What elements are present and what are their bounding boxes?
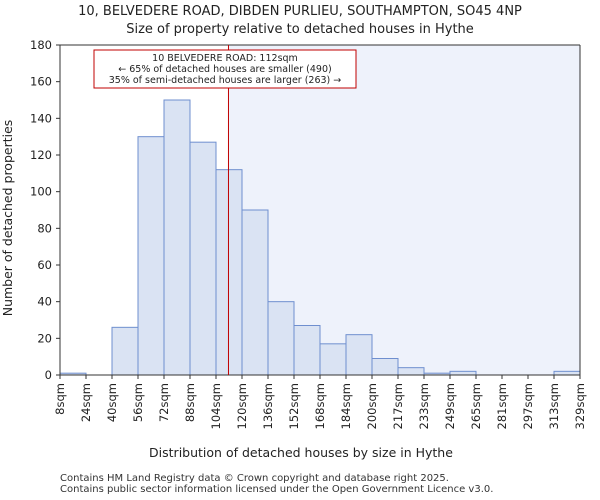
x-tick-label: 40sqm	[105, 383, 119, 422]
histogram-bar	[241, 209, 269, 376]
histogram-bar	[189, 141, 217, 376]
x-tick-label: 249sqm	[443, 383, 457, 429]
x-tick-label: 217sqm	[391, 383, 405, 429]
x-tick-label: 200sqm	[365, 383, 379, 429]
x-tick-label: 297sqm	[521, 383, 535, 429]
chart-title-line2: Size of property relative to detached ho…	[126, 22, 474, 37]
annotation-line: 10 BELVEDERE ROAD: 112sqm	[152, 53, 298, 64]
x-tick-label: 168sqm	[313, 383, 327, 429]
y-tick-label: 140	[30, 111, 52, 125]
annotation-line: ← 65% of detached houses are smaller (49…	[118, 64, 331, 75]
x-tick-label: 56sqm	[131, 383, 145, 422]
x-tick-label: 120sqm	[235, 383, 249, 429]
histogram-bar	[345, 334, 373, 376]
y-tick-label: 160	[30, 75, 52, 89]
footer-line2: Contains public sector information licen…	[60, 484, 494, 495]
y-tick-label: 0	[45, 368, 52, 382]
y-tick-label: 40	[37, 295, 52, 309]
histogram-bar	[215, 169, 243, 376]
x-tick-label: 184sqm	[339, 383, 353, 429]
x-axis-label: Distribution of detached houses by size …	[149, 445, 453, 460]
annotation-line: 35% of semi-detached houses are larger (…	[109, 75, 342, 86]
x-tick-label: 88sqm	[183, 383, 197, 422]
histogram-bar	[371, 358, 399, 376]
x-tick-label: 233sqm	[417, 383, 431, 429]
annotation-box	[93, 49, 357, 89]
histogram-bar	[553, 370, 581, 376]
histogram-bar	[163, 99, 191, 376]
chart-title-line1: 10, BELVEDERE ROAD, DIBDEN PURLIEU, SOUT…	[78, 4, 522, 19]
histogram-bar	[293, 325, 321, 376]
histogram-bar	[111, 326, 139, 376]
histogram-bar	[319, 343, 347, 376]
x-tick-label: 265sqm	[469, 383, 483, 429]
x-tick-label: 24sqm	[79, 383, 93, 422]
x-tick-label: 313sqm	[547, 383, 561, 429]
x-tick-label: 72sqm	[157, 383, 171, 422]
y-tick-label: 100	[30, 185, 52, 199]
y-tick-label: 20	[37, 331, 52, 345]
footer-line1: Contains HM Land Registry data © Crown c…	[60, 473, 449, 484]
x-tick-label: 152sqm	[287, 383, 301, 429]
histogram-bar	[449, 370, 477, 376]
x-tick-label: 8sqm	[53, 383, 67, 415]
histogram-bar	[137, 136, 165, 376]
y-tick-label: 180	[30, 38, 52, 52]
plot-area: 0 20 40 60 80 100 120 140 160 180 8sqm 24sqm 40sqm 56…	[30, 38, 587, 429]
x-tick-label: 136sqm	[261, 383, 275, 429]
x-tick-label: 104sqm	[209, 383, 223, 429]
y-tick-label: 60	[37, 258, 52, 272]
x-tick-label: 329sqm	[573, 383, 587, 429]
y-axis-label: Number of detached properties	[0, 120, 15, 317]
histogram-bar	[397, 367, 425, 376]
x-tick-label: 281sqm	[495, 383, 509, 429]
histogram-bar	[267, 301, 295, 376]
y-tick-label: 120	[30, 148, 52, 162]
y-tick-label: 80	[37, 221, 52, 235]
